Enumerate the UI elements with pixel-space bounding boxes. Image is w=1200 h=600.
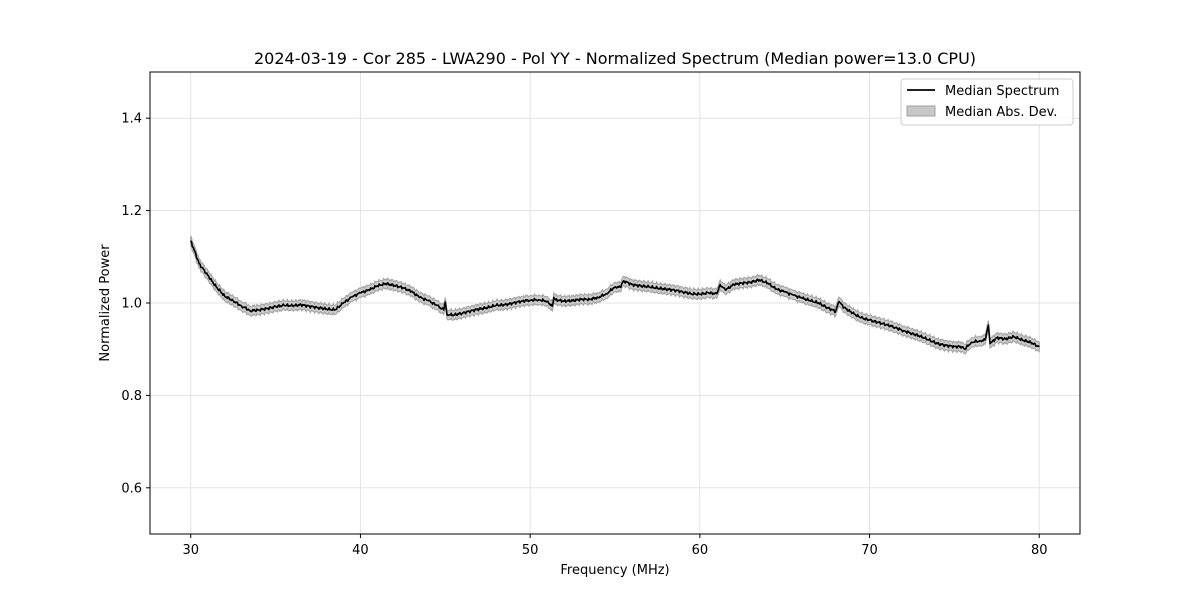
y-tick-label: 1.2 [121, 204, 142, 219]
legend-band-swatch [906, 105, 936, 117]
legend-label-median-abs-dev: Median Abs. Dev. [945, 105, 1057, 120]
y-tick-label: 1.4 [121, 112, 142, 127]
y-tick-label: 1.0 [121, 297, 142, 312]
x-tick-label: 60 [692, 543, 709, 558]
median-spectrum-line [190, 240, 1040, 351]
median-abs-dev-band [190, 235, 1040, 355]
x-axis-ticks: 30 40 50 60 70 80 [182, 534, 1048, 558]
chart-title: 2024-03-19 - Cor 285 - LWA290 - Pol YY -… [254, 49, 976, 68]
x-tick-label: 80 [1031, 543, 1048, 558]
legend-box [900, 78, 1074, 126]
y-axis-ticks: 0.6 0.8 1.0 1.2 1.4 [121, 112, 150, 496]
x-tick-label: 40 [352, 543, 369, 558]
legend: Median Spectrum Median Abs. Dev. [900, 78, 1074, 126]
x-tick-label: 30 [182, 543, 199, 558]
y-tick-label: 0.6 [121, 481, 142, 496]
x-tick-label: 70 [861, 543, 878, 558]
y-tick-label: 0.8 [121, 389, 142, 404]
y-axis-label: Normalized Power [98, 244, 113, 362]
legend-label-median-spectrum: Median Spectrum [945, 84, 1059, 99]
x-tick-label: 50 [522, 543, 539, 558]
x-axis-label: Frequency (MHz) [560, 563, 669, 578]
